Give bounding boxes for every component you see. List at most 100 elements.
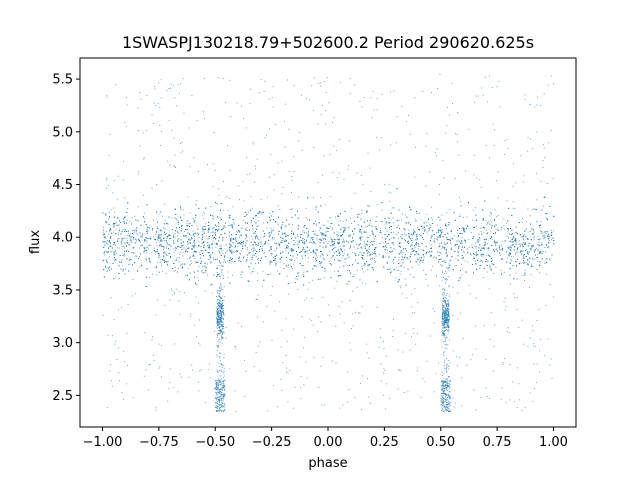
data-point [212, 247, 213, 249]
data-point [376, 229, 378, 230]
data-point [218, 240, 219, 241]
data-point [330, 226, 331, 228]
data-point [357, 214, 358, 215]
data-point [199, 251, 201, 253]
data-point [503, 224, 505, 226]
data-point [409, 236, 410, 238]
data-point [399, 273, 401, 275]
data-point [327, 231, 328, 232]
data-point [364, 263, 366, 265]
data-point [246, 227, 248, 229]
data-point [164, 220, 166, 222]
data-point [495, 245, 497, 247]
data-point [539, 253, 541, 255]
data-point [449, 259, 451, 261]
data-point [155, 234, 157, 236]
data-point [234, 261, 236, 262]
data-point [394, 237, 396, 239]
data-point [451, 229, 452, 231]
data-point [177, 232, 179, 233]
data-point [158, 213, 160, 215]
data-point [216, 225, 217, 227]
data-point [426, 252, 428, 254]
data-point [139, 247, 140, 249]
data-point [160, 239, 162, 241]
data-point [335, 239, 337, 240]
data-point [304, 243, 306, 245]
data-point [512, 207, 514, 209]
data-point [292, 223, 293, 225]
data-point [170, 245, 172, 247]
data-point [487, 249, 489, 251]
data-point [468, 227, 470, 229]
data-point [538, 252, 540, 254]
data-point [400, 287, 402, 289]
data-point [359, 243, 361, 245]
data-point [127, 239, 128, 241]
data-point [118, 264, 119, 266]
data-point [118, 232, 120, 234]
data-point [507, 231, 509, 233]
data-point [306, 239, 307, 241]
data-point [475, 247, 477, 249]
data-point [479, 267, 481, 269]
data-point [169, 249, 171, 251]
data-point [279, 245, 280, 247]
data-point [440, 227, 441, 228]
data-point [166, 243, 168, 245]
data-point [149, 257, 151, 259]
data-point [128, 232, 130, 234]
data-point [491, 238, 493, 240]
data-point [157, 251, 159, 252]
data-point [212, 238, 214, 239]
data-point [228, 215, 230, 216]
data-point [157, 238, 159, 240]
data-point [442, 245, 444, 247]
data-point [203, 218, 205, 219]
data-point [486, 229, 488, 231]
data-point [474, 246, 476, 247]
data-point [236, 231, 238, 233]
data-point [522, 245, 524, 247]
data-point [338, 260, 340, 261]
data-point [324, 235, 326, 237]
data-point [102, 231, 104, 233]
data-point [139, 242, 141, 243]
data-point [108, 251, 109, 253]
data-point [350, 241, 352, 243]
data-point [390, 238, 392, 239]
data-point [337, 235, 339, 236]
data-point [364, 230, 366, 232]
data-point [393, 231, 395, 233]
data-point [257, 236, 259, 238]
data-point [260, 236, 262, 238]
data-point [387, 249, 389, 251]
data-point [105, 231, 107, 232]
data-point [410, 248, 412, 250]
data-point [163, 249, 164, 251]
data-point [464, 242, 466, 243]
data-point [190, 255, 191, 257]
data-point [218, 240, 220, 242]
data-point [425, 245, 427, 247]
data-point [307, 253, 309, 255]
data-point [416, 227, 418, 228]
data-point [458, 240, 460, 242]
data-point [395, 234, 397, 235]
data-point [212, 215, 214, 217]
data-point [320, 278, 321, 280]
data-point [360, 243, 361, 244]
data-point [474, 258, 475, 260]
data-point [333, 252, 335, 254]
data-point [396, 266, 398, 268]
data-point [367, 269, 369, 271]
data-point [137, 234, 139, 236]
data-point [193, 234, 195, 236]
data-point [393, 262, 394, 264]
data-point [368, 247, 370, 249]
data-point [382, 257, 384, 259]
data-point [218, 225, 219, 227]
data-point [114, 251, 115, 253]
data-point [327, 230, 329, 232]
data-point [262, 244, 264, 246]
